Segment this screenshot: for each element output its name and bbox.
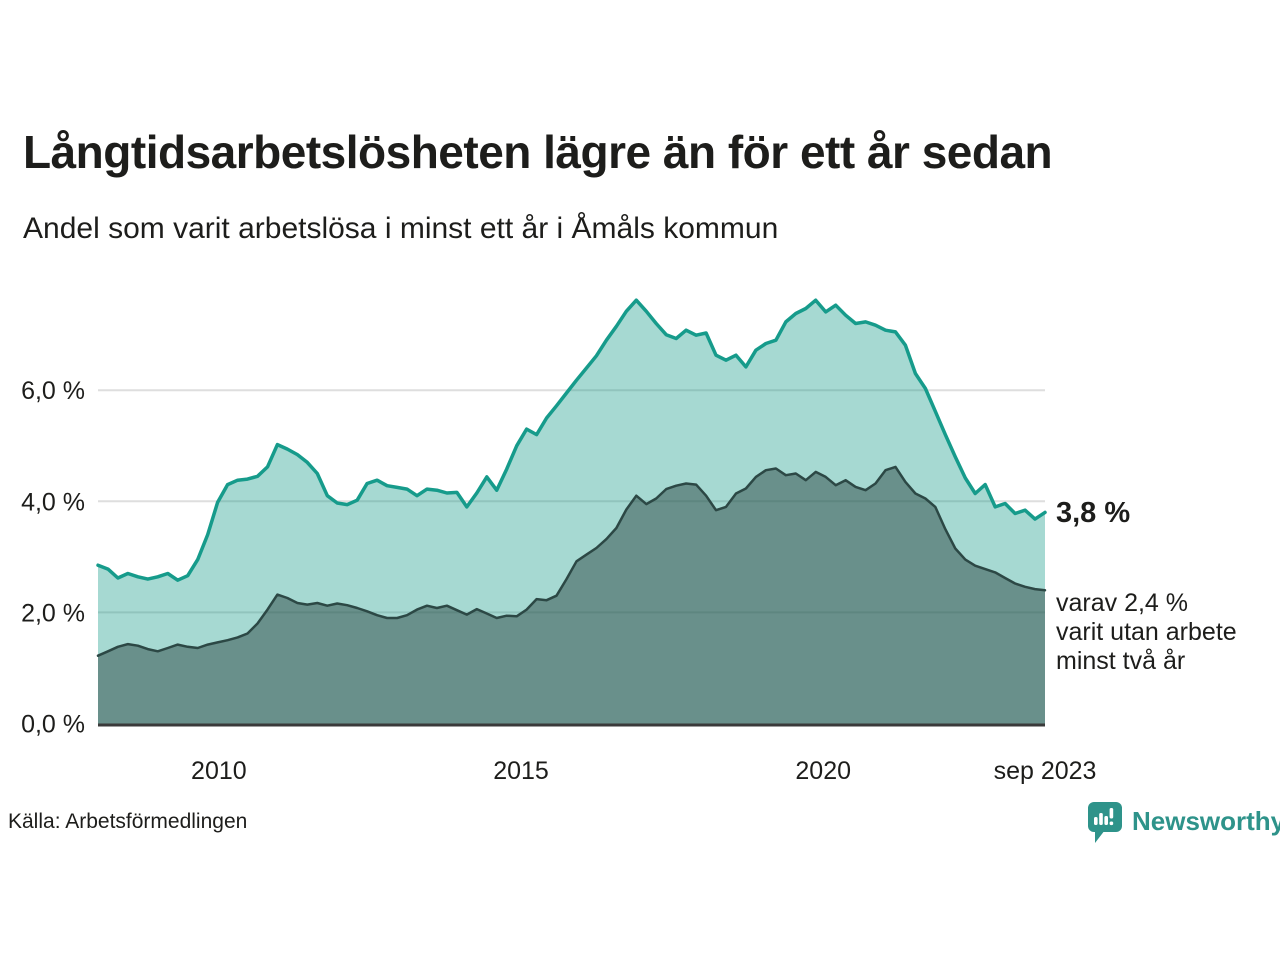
y-axis-tick-label: 4,0 % bbox=[21, 488, 85, 516]
secondary-value-note: varav 2,4 % varit utan arbete minst två … bbox=[1056, 589, 1237, 676]
brand-name: Newsworthy bbox=[1132, 806, 1280, 836]
newsworthy-icon bbox=[1088, 802, 1122, 843]
line-series-1 bbox=[96, 298, 1047, 582]
y-axis-tick-label: 2,0 % bbox=[21, 599, 85, 627]
brand-logo: Newsworthy bbox=[1087, 802, 1280, 846]
y-axis-tick-label: 0,0 % bbox=[21, 711, 85, 739]
secondary-note-line: varit utan arbete bbox=[1056, 618, 1237, 646]
secondary-note-line: varav 2,4 % bbox=[1056, 589, 1189, 617]
area-fill-series-2 bbox=[98, 466, 1045, 724]
x-axis-tick-label: 2015 bbox=[493, 757, 549, 785]
y-axis-tick-label: 6,0 % bbox=[21, 377, 85, 405]
line-series-2 bbox=[96, 465, 1047, 657]
x-axis-tick-label: sep 2023 bbox=[994, 757, 1097, 785]
chart-subtitle: Andel som varit arbetslösa i minst ett å… bbox=[23, 212, 779, 245]
page-title: Långtidsarbetslösheten lägre än för ett … bbox=[23, 126, 1053, 178]
x-axis-tick-label: 2020 bbox=[795, 757, 851, 785]
secondary-note-line: minst två år bbox=[1056, 647, 1186, 675]
latest-value-label: 3,8 % bbox=[1056, 497, 1131, 529]
source-credit: Källa: Arbetsförmedlingen bbox=[8, 810, 248, 833]
x-axis-tick-label: 2010 bbox=[191, 757, 247, 785]
